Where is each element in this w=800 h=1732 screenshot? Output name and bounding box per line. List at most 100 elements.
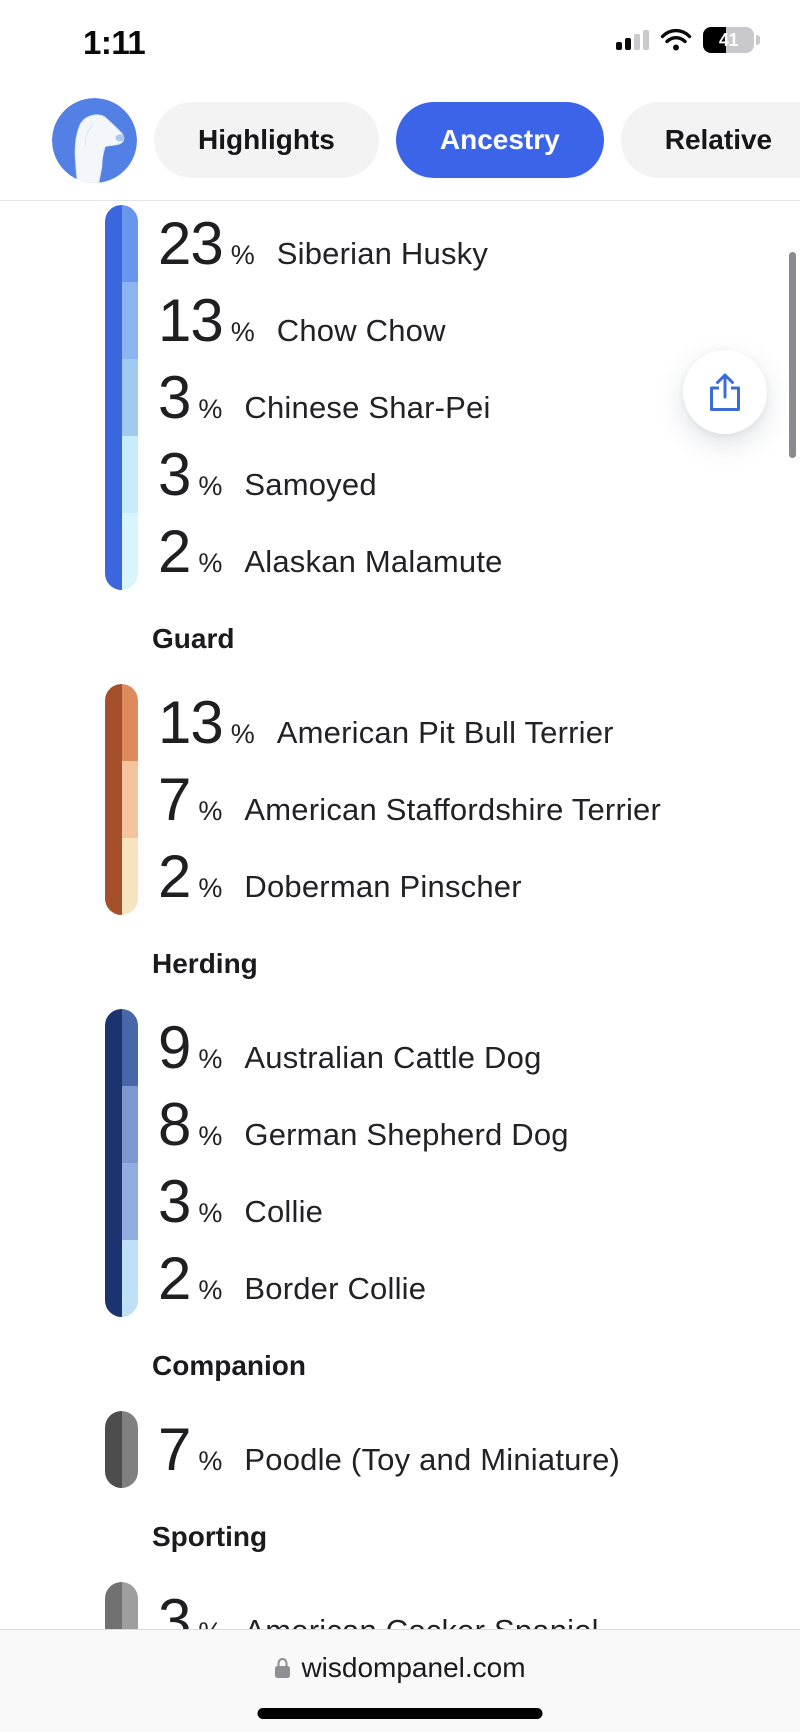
- breed-bar-segment: [122, 838, 138, 915]
- breed-group-body: 9% Australian Cattle Dog 8% German Shepherd…: [105, 1009, 800, 1317]
- breed-row: 3% Chinese Shar-Pei: [158, 359, 800, 436]
- breed-row: 7% American Staffordshire Terrier: [158, 761, 800, 838]
- breed-rows: 23% Siberian Husky 13% Chow Chow 3% Chinese S…: [158, 205, 800, 590]
- status-bar: 1:11 41: [0, 0, 800, 62]
- breed-group-bar-segments: [122, 684, 138, 915]
- breed-bar-segment: [122, 513, 138, 590]
- breed-percent: 3: [158, 364, 191, 431]
- breed-name: American Staffordshire Terrier: [244, 792, 662, 827]
- percent-sign: %: [198, 873, 223, 903]
- battery-percent: 41: [718, 29, 739, 50]
- breed-percent: 2: [158, 843, 191, 910]
- tab-ancestry-label: Ancestry: [439, 124, 560, 155]
- percent-sign: %: [230, 317, 255, 347]
- scrollbar-thumb[interactable]: [789, 252, 796, 458]
- lock-icon: [275, 1657, 291, 1678]
- breed-name: Doberman Pinscher: [244, 869, 522, 904]
- breed-rows: 13% American Pit Bull Terrier 7% American S…: [158, 684, 800, 915]
- breed-group-bar-base: [105, 684, 122, 915]
- breed-group-bar-base: [105, 1009, 122, 1317]
- status-icons: 41: [616, 27, 760, 53]
- breed-name: Border Collie: [244, 1271, 427, 1306]
- breed-rows: 9% Australian Cattle Dog 8% German Shepherd…: [158, 1009, 800, 1317]
- breed-percent: 9: [158, 1014, 191, 1081]
- share-button[interactable]: [683, 350, 767, 434]
- breed-percent: 2: [158, 1245, 191, 1312]
- breed-row: 13% American Pit Bull Terrier: [158, 684, 800, 761]
- breed-group: 23% Siberian Husky 13% Chow Chow 3% Chinese S…: [105, 205, 800, 590]
- breed-bar-segment: [122, 1163, 138, 1240]
- breed-percent: 7: [158, 766, 191, 833]
- percent-sign: %: [230, 240, 255, 270]
- percent-sign: %: [198, 471, 223, 501]
- breed-name: Chinese Shar-Pei: [244, 390, 491, 425]
- breed-rows: 7% Poodle (Toy and Miniature): [158, 1411, 800, 1488]
- breed-group: Herding 9% Australian Cattle Dog 8% German …: [105, 947, 800, 1317]
- breed-name: German Shepherd Dog: [244, 1117, 569, 1152]
- tab-ancestry[interactable]: Ancestry: [395, 102, 604, 178]
- breed-group-bar-segments: [122, 1411, 138, 1488]
- breed-group-bar-base: [105, 205, 122, 590]
- breed-row: 3% Samoyed: [158, 436, 800, 513]
- breed-group-bar: [105, 1411, 138, 1488]
- breed-group-heading: Herding: [152, 948, 258, 979]
- breed-name: Poodle (Toy and Miniature): [244, 1442, 621, 1477]
- cellular-signal-icon: [616, 30, 649, 50]
- breed-group-bar-segments: [122, 205, 138, 590]
- tab-highlights[interactable]: Highlights: [154, 102, 379, 178]
- status-time: 1:11: [83, 24, 146, 61]
- breed-percent: 3: [158, 1168, 191, 1235]
- home-indicator[interactable]: [257, 1708, 543, 1719]
- percent-sign: %: [198, 548, 223, 578]
- breed-group-bar: [105, 1009, 138, 1317]
- breed-row: 2% Alaskan Malamute: [158, 513, 800, 590]
- percent-sign: %: [198, 796, 223, 826]
- breed-row: 13% Chow Chow: [158, 282, 800, 359]
- tab-relatives[interactable]: Relative: [620, 102, 800, 178]
- breed-row: 9% Australian Cattle Dog: [158, 1009, 800, 1086]
- breed-row: 7% Poodle (Toy and Miniature): [158, 1411, 800, 1488]
- url-text: wisdompanel.com: [301, 1652, 526, 1683]
- breed-bar-segment: [122, 1240, 138, 1317]
- breed-group-bar-base: [105, 1411, 122, 1488]
- profile-tab-bar: Highlights Ancestry Relative: [0, 96, 800, 184]
- breed-percent: 7: [158, 1416, 191, 1483]
- tab-relatives-label: Relative: [664, 124, 773, 155]
- percent-sign: %: [198, 1275, 223, 1305]
- breed-name: Chow Chow: [276, 313, 446, 348]
- breed-name: Samoyed: [244, 467, 377, 502]
- breed-group-heading: Sporting: [152, 1521, 268, 1552]
- percent-sign: %: [198, 394, 223, 424]
- battery-nub: [756, 35, 760, 45]
- percent-sign: %: [198, 1446, 223, 1476]
- breed-bar-segment: [122, 1009, 138, 1086]
- safari-bottom-bar: wisdompanel.com: [0, 1629, 800, 1732]
- ancestry-panel: 23% Siberian Husky 13% Chow Chow 3% Chinese S…: [0, 200, 800, 1732]
- breed-bar-segment: [122, 1411, 138, 1488]
- breed-percent: 2: [158, 518, 191, 585]
- breed-percent: 23: [158, 210, 224, 277]
- breed-percent: 13: [158, 689, 224, 756]
- percent-sign: %: [230, 719, 255, 749]
- breed-group: Companion 7% Poodle (Toy and Miniature): [105, 1349, 800, 1488]
- dog-avatar[interactable]: [52, 97, 137, 183]
- breed-row: 2% Doberman Pinscher: [158, 838, 800, 915]
- breed-group-bar: [105, 684, 138, 915]
- breed-name: American Pit Bull Terrier: [276, 715, 614, 750]
- breed-bar-segment: [122, 436, 138, 513]
- breed-group-heading: Guard: [152, 623, 235, 654]
- share-icon: [710, 373, 740, 411]
- breed-row: 8% German Shepherd Dog: [158, 1086, 800, 1163]
- breed-group: Guard 13% American Pit Bull Terrier 7% Amer…: [105, 622, 800, 915]
- breed-bar-segment: [122, 282, 138, 359]
- breed-name: Alaskan Malamute: [244, 544, 503, 579]
- percent-sign: %: [198, 1044, 223, 1074]
- breed-row: 2% Border Collie: [158, 1240, 800, 1317]
- address-bar[interactable]: wisdompanel.com: [0, 1652, 800, 1684]
- breed-group-heading: Companion: [152, 1350, 306, 1381]
- tab-highlights-label: Highlights: [198, 124, 335, 155]
- percent-sign: %: [198, 1121, 223, 1151]
- breed-row: 23% Siberian Husky: [158, 205, 800, 282]
- breed-group-body: 13% American Pit Bull Terrier 7% American S…: [105, 684, 800, 915]
